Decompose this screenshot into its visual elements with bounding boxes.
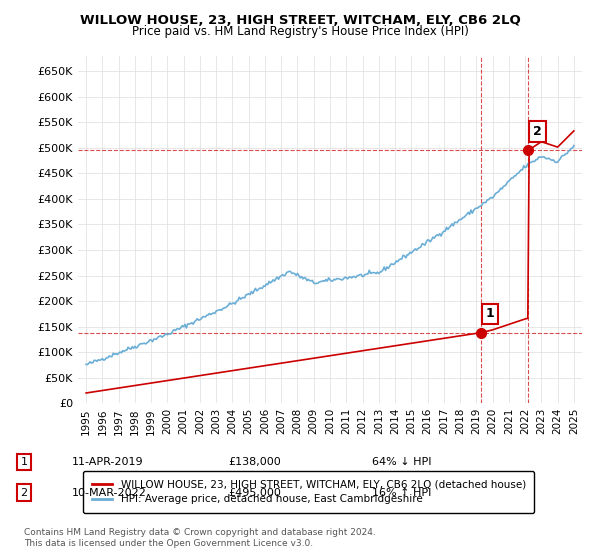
Text: 10-MAR-2022: 10-MAR-2022 [72, 488, 147, 498]
Text: 1: 1 [20, 457, 28, 467]
Text: 16% ↑ HPI: 16% ↑ HPI [372, 488, 431, 498]
Text: 2: 2 [533, 125, 542, 138]
Text: £495,000: £495,000 [228, 488, 281, 498]
Text: WILLOW HOUSE, 23, HIGH STREET, WITCHAM, ELY, CB6 2LQ: WILLOW HOUSE, 23, HIGH STREET, WITCHAM, … [80, 14, 520, 27]
Text: 1: 1 [486, 307, 494, 320]
Text: 64% ↓ HPI: 64% ↓ HPI [372, 457, 431, 467]
Text: Contains HM Land Registry data © Crown copyright and database right 2024.
This d: Contains HM Land Registry data © Crown c… [24, 528, 376, 548]
Legend: WILLOW HOUSE, 23, HIGH STREET, WITCHAM, ELY, CB6 2LQ (detached house), HPI: Aver: WILLOW HOUSE, 23, HIGH STREET, WITCHAM, … [83, 471, 534, 513]
Text: 2: 2 [20, 488, 28, 498]
Text: Price paid vs. HM Land Registry's House Price Index (HPI): Price paid vs. HM Land Registry's House … [131, 25, 469, 38]
Text: £138,000: £138,000 [228, 457, 281, 467]
Text: 11-APR-2019: 11-APR-2019 [72, 457, 143, 467]
